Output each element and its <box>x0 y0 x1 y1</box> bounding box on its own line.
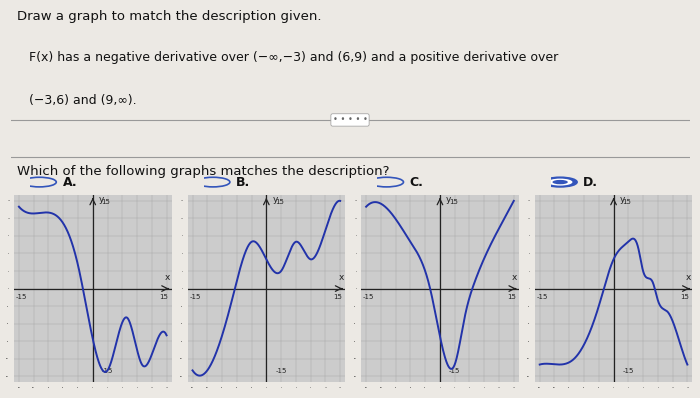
Text: 15: 15 <box>507 294 516 300</box>
Text: y: y <box>620 195 625 204</box>
Text: y: y <box>446 195 452 204</box>
Text: -15: -15 <box>15 294 27 300</box>
Text: -15: -15 <box>275 368 286 374</box>
Text: (−3,6) and (9,∞).: (−3,6) and (9,∞). <box>18 94 137 107</box>
Text: x: x <box>165 273 170 281</box>
Text: 15: 15 <box>333 294 342 300</box>
Text: x: x <box>686 273 691 281</box>
Text: x: x <box>512 273 517 281</box>
Text: 15: 15 <box>680 294 690 300</box>
Text: -15: -15 <box>189 294 201 300</box>
Text: y: y <box>272 195 278 204</box>
Circle shape <box>552 180 568 184</box>
Text: y: y <box>99 195 104 204</box>
Text: x: x <box>339 273 344 281</box>
Text: B.: B. <box>236 176 251 189</box>
Text: -15: -15 <box>449 368 460 374</box>
Text: Which of the following graphs matches the description?: Which of the following graphs matches th… <box>18 165 390 178</box>
Text: -15: -15 <box>363 294 375 300</box>
Circle shape <box>548 179 573 185</box>
Text: -15: -15 <box>536 294 548 300</box>
Circle shape <box>543 177 577 187</box>
Text: C.: C. <box>410 176 424 189</box>
Text: 15: 15 <box>102 199 111 205</box>
Text: 15: 15 <box>449 199 458 205</box>
Text: 15: 15 <box>622 199 631 205</box>
Text: Draw a graph to match the description given.: Draw a graph to match the description gi… <box>18 10 322 23</box>
Text: 15: 15 <box>275 199 284 205</box>
Text: D.: D. <box>583 176 598 189</box>
Text: A.: A. <box>62 176 77 189</box>
Text: -15: -15 <box>102 368 113 374</box>
Text: F(x) has a negative derivative over (−∞,−3) and (6,9) and a positive derivative : F(x) has a negative derivative over (−∞,… <box>18 51 559 64</box>
Text: • • • • •: • • • • • <box>332 115 368 125</box>
Text: 15: 15 <box>160 294 169 300</box>
Text: -15: -15 <box>622 368 634 374</box>
